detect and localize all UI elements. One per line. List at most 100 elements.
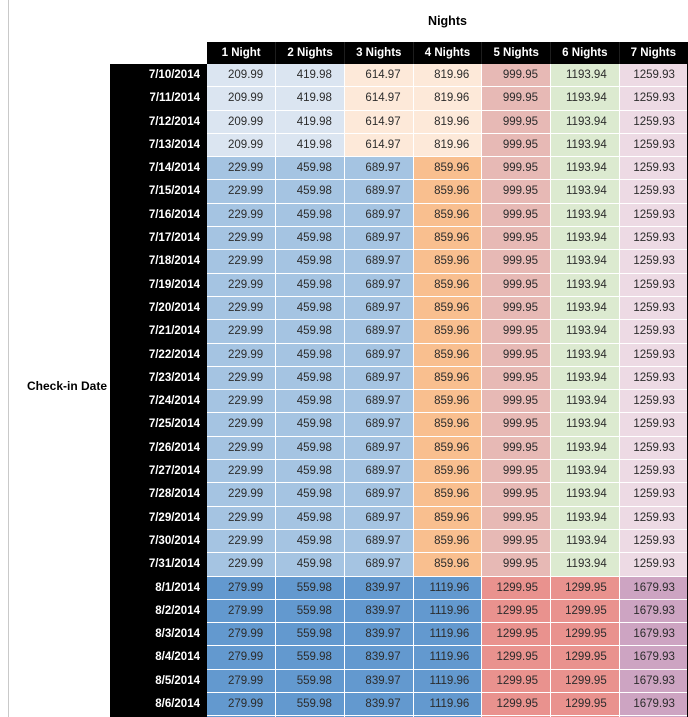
- price-cell[interactable]: 859.96: [413, 529, 483, 554]
- price-cell[interactable]: 614.97: [344, 64, 414, 88]
- price-cell[interactable]: 859.96: [413, 273, 483, 297]
- price-cell[interactable]: 859.96: [413, 389, 483, 414]
- price-cell[interactable]: 999.95: [481, 64, 552, 88]
- price-cell[interactable]: 839.97: [344, 692, 414, 717]
- row-header-date[interactable]: 8/2/2014: [110, 599, 207, 623]
- price-cell[interactable]: 999.95: [481, 249, 552, 274]
- price-cell[interactable]: 1119.96: [413, 576, 483, 600]
- price-cell[interactable]: 1119.96: [413, 715, 483, 717]
- price-cell[interactable]: 459.98: [275, 482, 345, 507]
- row-header-date[interactable]: 7/12/2014: [110, 110, 207, 134]
- price-cell[interactable]: 859.96: [413, 343, 483, 367]
- price-cell[interactable]: 1299.95: [481, 622, 552, 647]
- price-cell[interactable]: 459.98: [275, 156, 345, 181]
- price-cell[interactable]: 1259.93: [619, 179, 688, 204]
- price-cell[interactable]: 229.99: [207, 506, 277, 530]
- price-cell[interactable]: 1259.93: [619, 506, 688, 530]
- price-cell[interactable]: 229.99: [207, 529, 277, 554]
- price-cell[interactable]: 1679.93: [619, 645, 688, 670]
- price-cell[interactable]: 1259.93: [619, 156, 688, 181]
- price-cell[interactable]: 689.97: [344, 412, 414, 437]
- price-cell[interactable]: 279.99: [207, 622, 277, 647]
- price-cell[interactable]: 999.95: [481, 203, 552, 228]
- price-cell[interactable]: 1193.94: [550, 529, 620, 554]
- row-header-date[interactable]: 7/15/2014: [110, 179, 207, 204]
- price-cell[interactable]: 1193.94: [550, 459, 620, 484]
- price-cell[interactable]: 689.97: [344, 529, 414, 554]
- row-header-date[interactable]: 7/24/2014: [110, 389, 207, 413]
- price-cell[interactable]: 689.97: [344, 156, 414, 181]
- price-cell[interactable]: 1193.94: [550, 273, 620, 297]
- price-cell[interactable]: 229.99: [207, 412, 277, 437]
- row-header-date[interactable]: 7/30/2014: [110, 529, 207, 553]
- price-cell[interactable]: 1259.93: [619, 366, 688, 391]
- row-header-date[interactable]: 8/7/2014: [110, 715, 207, 717]
- price-cell[interactable]: 459.98: [275, 249, 345, 274]
- price-cell[interactable]: 1193.94: [550, 226, 620, 251]
- price-cell[interactable]: 1193.94: [550, 552, 620, 577]
- price-cell[interactable]: 1259.93: [619, 133, 688, 158]
- price-cell[interactable]: 229.99: [207, 273, 277, 297]
- price-cell[interactable]: 209.99: [207, 133, 277, 158]
- price-cell[interactable]: 689.97: [344, 436, 414, 461]
- price-cell[interactable]: 1679.93: [619, 669, 688, 694]
- row-header-date[interactable]: 7/21/2014: [110, 319, 207, 344]
- price-cell[interactable]: 1299.95: [481, 715, 552, 717]
- price-cell[interactable]: 999.95: [481, 436, 552, 461]
- row-header-date[interactable]: 8/3/2014: [110, 622, 207, 646]
- price-cell[interactable]: 1193.94: [550, 179, 620, 204]
- price-cell[interactable]: 209.99: [207, 86, 277, 111]
- price-cell[interactable]: 1679.93: [619, 692, 688, 717]
- price-cell[interactable]: 1193.94: [550, 86, 620, 111]
- price-cell[interactable]: 999.95: [481, 296, 552, 321]
- row-header-date[interactable]: 7/29/2014: [110, 506, 207, 530]
- price-cell[interactable]: 229.99: [207, 366, 277, 391]
- price-cell[interactable]: 229.99: [207, 459, 277, 484]
- price-cell[interactable]: 689.97: [344, 296, 414, 321]
- price-cell[interactable]: 1193.94: [550, 506, 620, 530]
- price-cell[interactable]: 839.97: [344, 599, 414, 624]
- price-cell[interactable]: 229.99: [207, 296, 277, 321]
- price-cell[interactable]: 1193.94: [550, 389, 620, 414]
- price-cell[interactable]: 279.99: [207, 692, 277, 717]
- price-cell[interactable]: 999.95: [481, 459, 552, 484]
- price-cell[interactable]: 1259.93: [619, 110, 688, 134]
- price-cell[interactable]: 859.96: [413, 436, 483, 461]
- row-header-date[interactable]: 8/1/2014: [110, 576, 207, 600]
- price-cell[interactable]: 999.95: [481, 319, 552, 344]
- price-cell[interactable]: 819.96: [413, 133, 483, 158]
- price-cell[interactable]: 859.96: [413, 226, 483, 251]
- price-cell[interactable]: 559.98: [275, 599, 345, 624]
- row-header-date[interactable]: 7/28/2014: [110, 482, 207, 507]
- row-header-date[interactable]: 7/26/2014: [110, 436, 207, 460]
- price-cell[interactable]: 859.96: [413, 552, 483, 577]
- column-header-3-night[interactable]: 3 Nights: [344, 42, 414, 64]
- price-cell[interactable]: 999.95: [481, 389, 552, 414]
- row-header-date[interactable]: 7/14/2014: [110, 156, 207, 180]
- price-cell[interactable]: 229.99: [207, 319, 277, 344]
- price-cell[interactable]: 1299.95: [550, 599, 620, 624]
- price-cell[interactable]: 459.98: [275, 179, 345, 204]
- row-header-date[interactable]: 8/5/2014: [110, 669, 207, 693]
- row-header-date[interactable]: 7/19/2014: [110, 273, 207, 297]
- price-cell[interactable]: 459.98: [275, 552, 345, 577]
- price-cell[interactable]: 859.96: [413, 179, 483, 204]
- price-cell[interactable]: 859.96: [413, 319, 483, 344]
- price-cell[interactable]: 1299.95: [481, 692, 552, 717]
- price-cell[interactable]: 859.96: [413, 412, 483, 437]
- price-cell[interactable]: 1299.95: [550, 622, 620, 647]
- price-cell[interactable]: 859.96: [413, 506, 483, 530]
- price-cell[interactable]: 1259.93: [619, 343, 688, 367]
- price-cell[interactable]: 229.99: [207, 552, 277, 577]
- price-cell[interactable]: 614.97: [344, 110, 414, 134]
- price-cell[interactable]: 689.97: [344, 273, 414, 297]
- price-cell[interactable]: 859.96: [413, 482, 483, 507]
- price-cell[interactable]: 1259.93: [619, 319, 688, 344]
- price-cell[interactable]: 559.98: [275, 669, 345, 694]
- price-cell[interactable]: 689.97: [344, 482, 414, 507]
- price-cell[interactable]: 1259.93: [619, 482, 688, 507]
- row-header-date[interactable]: 7/23/2014: [110, 366, 207, 390]
- column-header-5-night[interactable]: 5 Nights: [481, 42, 552, 64]
- row-header-date[interactable]: 7/31/2014: [110, 552, 207, 577]
- price-cell[interactable]: 209.99: [207, 110, 277, 134]
